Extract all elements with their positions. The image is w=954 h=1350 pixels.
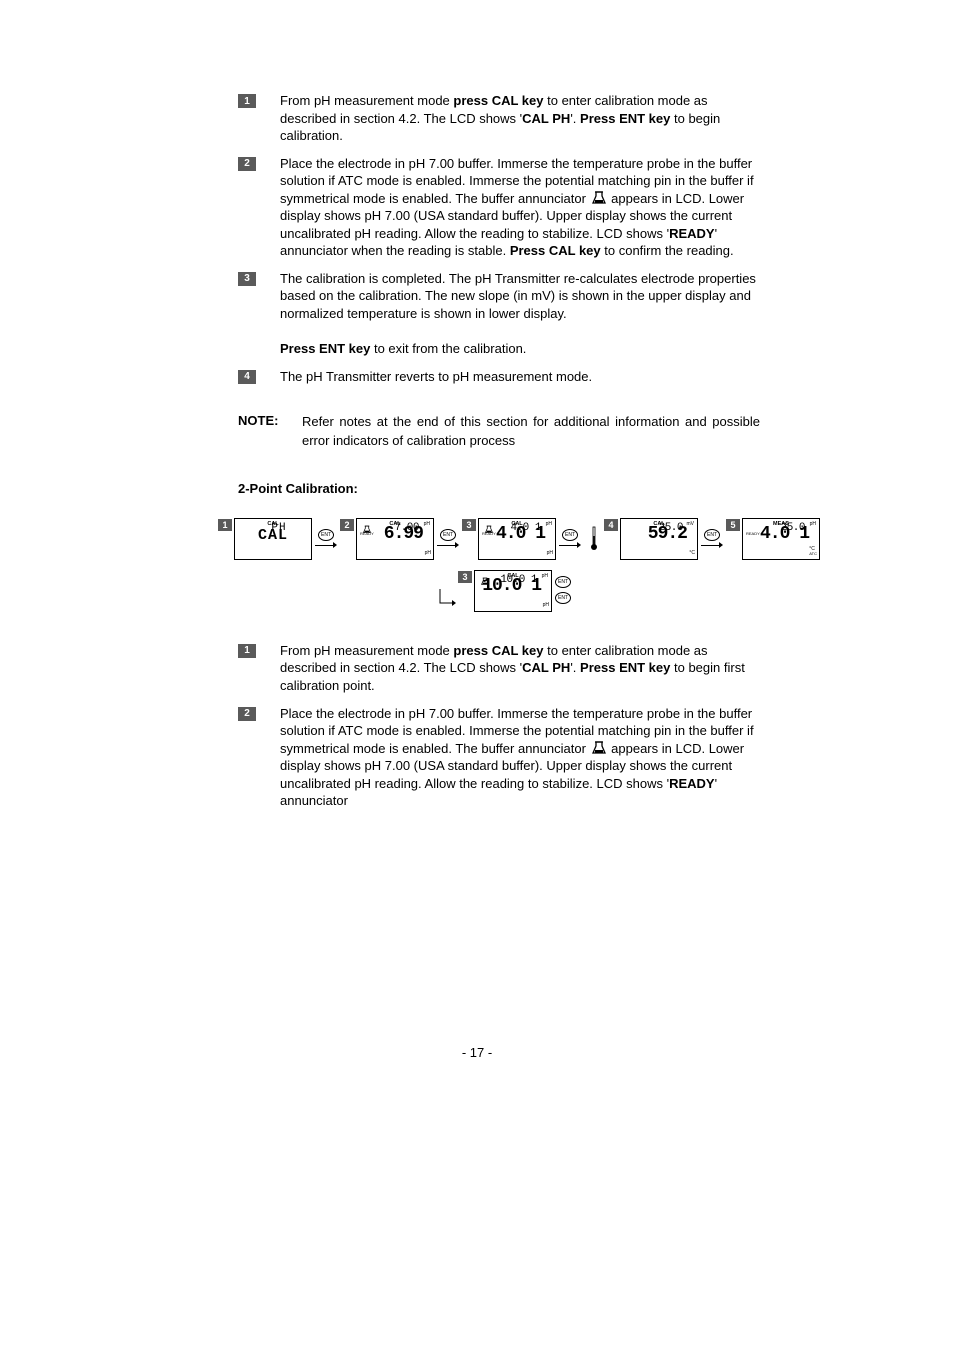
lcd-display: 3CALREADYpH4.0 14.0 1pH — [462, 518, 556, 560]
lcd-lower-unit: pH — [425, 551, 431, 556]
lcd-badge: 3 — [458, 571, 472, 583]
steps-section-1: 1 From pH measurement mode press CAL key … — [238, 92, 760, 385]
lcd-badge: 4 — [604, 519, 618, 531]
step-badge: 3 — [238, 272, 256, 286]
lcd-ready-annunciator: READY — [482, 531, 496, 536]
lcd-box: CALmV59.225.0°C — [620, 518, 698, 560]
step-row: 3 The calibration is completed. The pH Tr… — [238, 270, 760, 358]
lcd-upper-unit: pH — [542, 573, 548, 579]
step-badge: 2 — [238, 157, 256, 171]
lcd-display: 5MEASREADYpH4.0 125.0°CATC — [726, 518, 820, 560]
step-row: 1 From pH measurement mode press CAL key … — [238, 92, 760, 145]
lcd-badge: 2 — [340, 519, 354, 531]
lcd-upper-unit: pH — [546, 521, 552, 527]
step-badge: 2 — [238, 707, 256, 721]
lcd-lower-unit: °CATC — [809, 547, 817, 556]
lcd-display: 3CALpH10.0 110.0 1pH — [458, 570, 552, 612]
arrow-ent-4: ENT — [701, 518, 723, 560]
lcd-display: 2CALREADYpH6.997.00pH — [340, 518, 434, 560]
branch-arrow-down — [438, 589, 456, 617]
lcd-ready-annunciator: READY — [746, 531, 760, 536]
step-badge: 1 — [238, 644, 256, 658]
manual-page: 1 From pH measurement mode press CAL key … — [0, 0, 954, 1350]
calibration-diagram: 1CALCALPH ENT 2CALREADYpH6.997.00pH ENT … — [218, 518, 760, 612]
lcd-lower-unit: pH — [543, 603, 549, 608]
lcd-mode-annunciator: CAL — [267, 521, 278, 527]
lcd-display: 4CALmV59.225.0°C — [604, 518, 698, 560]
step-text: From pH measurement mode press CAL key t… — [280, 642, 760, 695]
lcd-box: CALREADYpH4.0 14.0 1pH — [478, 518, 556, 560]
ent-key-icon: ENT — [555, 576, 571, 588]
lcd-ready-annunciator: READY — [360, 531, 374, 536]
note-label: NOTE: — [238, 413, 302, 451]
ent-key-icon: ENT — [704, 529, 720, 541]
lcd-upper-unit: pH — [424, 521, 430, 527]
step-row: 1 From pH measurement mode press CAL key … — [238, 642, 760, 695]
arrow-ent-3: ENT — [559, 518, 581, 560]
lcd-main-reading: 59.2 — [648, 525, 687, 543]
step-text: The calibration is completed. The pH Tra… — [280, 270, 760, 358]
arrow-ent-1: ENT — [315, 518, 337, 560]
lcd-main-reading: 6.99 — [384, 525, 423, 543]
arrow-ent-2: ENT — [437, 518, 459, 560]
step-row: 4 The pH Transmitter reverts to pH measur… — [238, 368, 760, 386]
note-text: Refer notes at the end of this section f… — [302, 413, 760, 451]
lcd-badge: 1 — [218, 519, 232, 531]
step-text: Place the electrode in pH 7.00 buffer. I… — [280, 705, 760, 810]
step-badge: 1 — [238, 94, 256, 108]
lcd-main-reading: CAL — [235, 528, 311, 543]
lcd-box: MEASREADYpH4.0 125.0°CATC — [742, 518, 820, 560]
lcd-upper-unit: pH — [810, 521, 816, 527]
thermometer-icon — [590, 526, 598, 552]
lcd-badge: 3 — [462, 519, 476, 531]
step-text: Place the electrode in pH 7.00 buffer. I… — [280, 155, 760, 260]
lcd-main-reading: 4.0 1 — [496, 525, 545, 543]
lcd-display: 1CALCALPH — [218, 518, 312, 560]
lcd-box: CALCALPH — [234, 518, 312, 560]
page-number: - 17 - — [0, 1045, 954, 1060]
lcd-box: CALREADYpH6.997.00pH — [356, 518, 434, 560]
step-row: 2 Place the electrode in pH 7.00 buffer. … — [238, 155, 760, 260]
ent-stack: ENT ENT — [555, 576, 571, 605]
ent-key-icon: ENT — [318, 529, 334, 541]
lcd-main-reading: 4.0 1 — [760, 525, 809, 543]
steps-section-2: 1 From pH measurement mode press CAL key … — [238, 642, 760, 810]
lcd-lower-unit: °C — [689, 551, 695, 556]
step-badge: 4 — [238, 370, 256, 384]
lcd-main-reading: 10.0 1 — [482, 577, 541, 595]
step-text: The pH Transmitter reverts to pH measure… — [280, 368, 760, 386]
subheading-2point: 2-Point Calibration: — [238, 481, 760, 496]
ent-key-icon: ENT — [562, 529, 578, 541]
lcd-lower-unit: pH — [547, 551, 553, 556]
lcd-badge: 5 — [726, 519, 740, 531]
ent-key-icon: ENT — [440, 529, 456, 541]
lcd-box: CALpH10.0 110.0 1pH — [474, 570, 552, 612]
step-row: 2 Place the electrode in pH 7.00 buffer. … — [238, 705, 760, 810]
ent-key-icon: ENT — [555, 592, 571, 604]
step-text: From pH measurement mode press CAL key t… — [280, 92, 760, 145]
note-block: NOTE: Refer notes at the end of this sec… — [238, 413, 760, 451]
lcd-upper-unit: mV — [687, 521, 695, 527]
